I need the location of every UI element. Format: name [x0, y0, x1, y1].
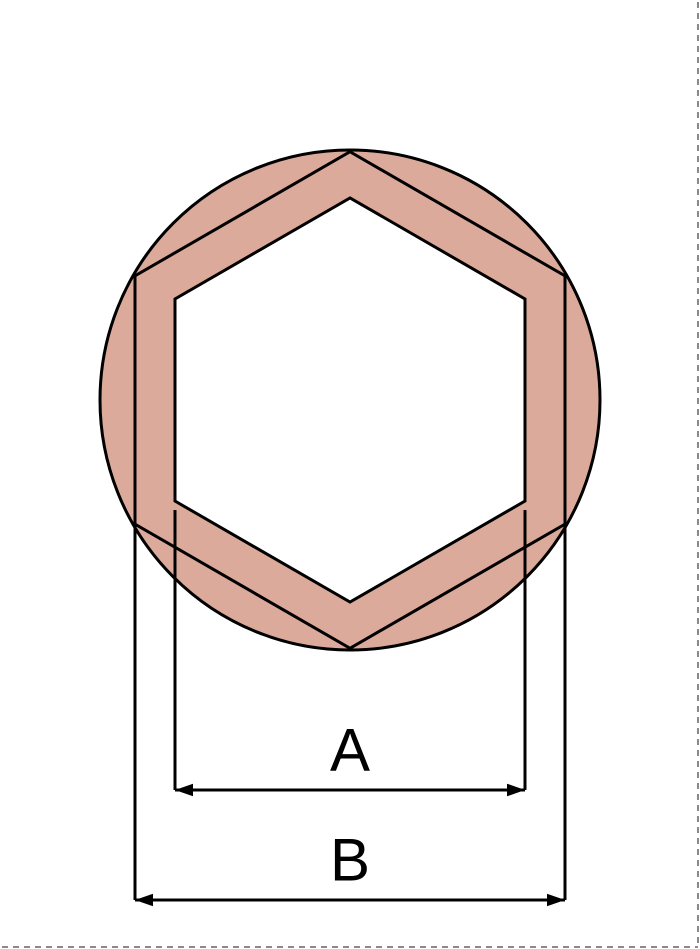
diagram-svg — [0, 0, 700, 949]
diagram-stage: A B — [0, 0, 700, 949]
